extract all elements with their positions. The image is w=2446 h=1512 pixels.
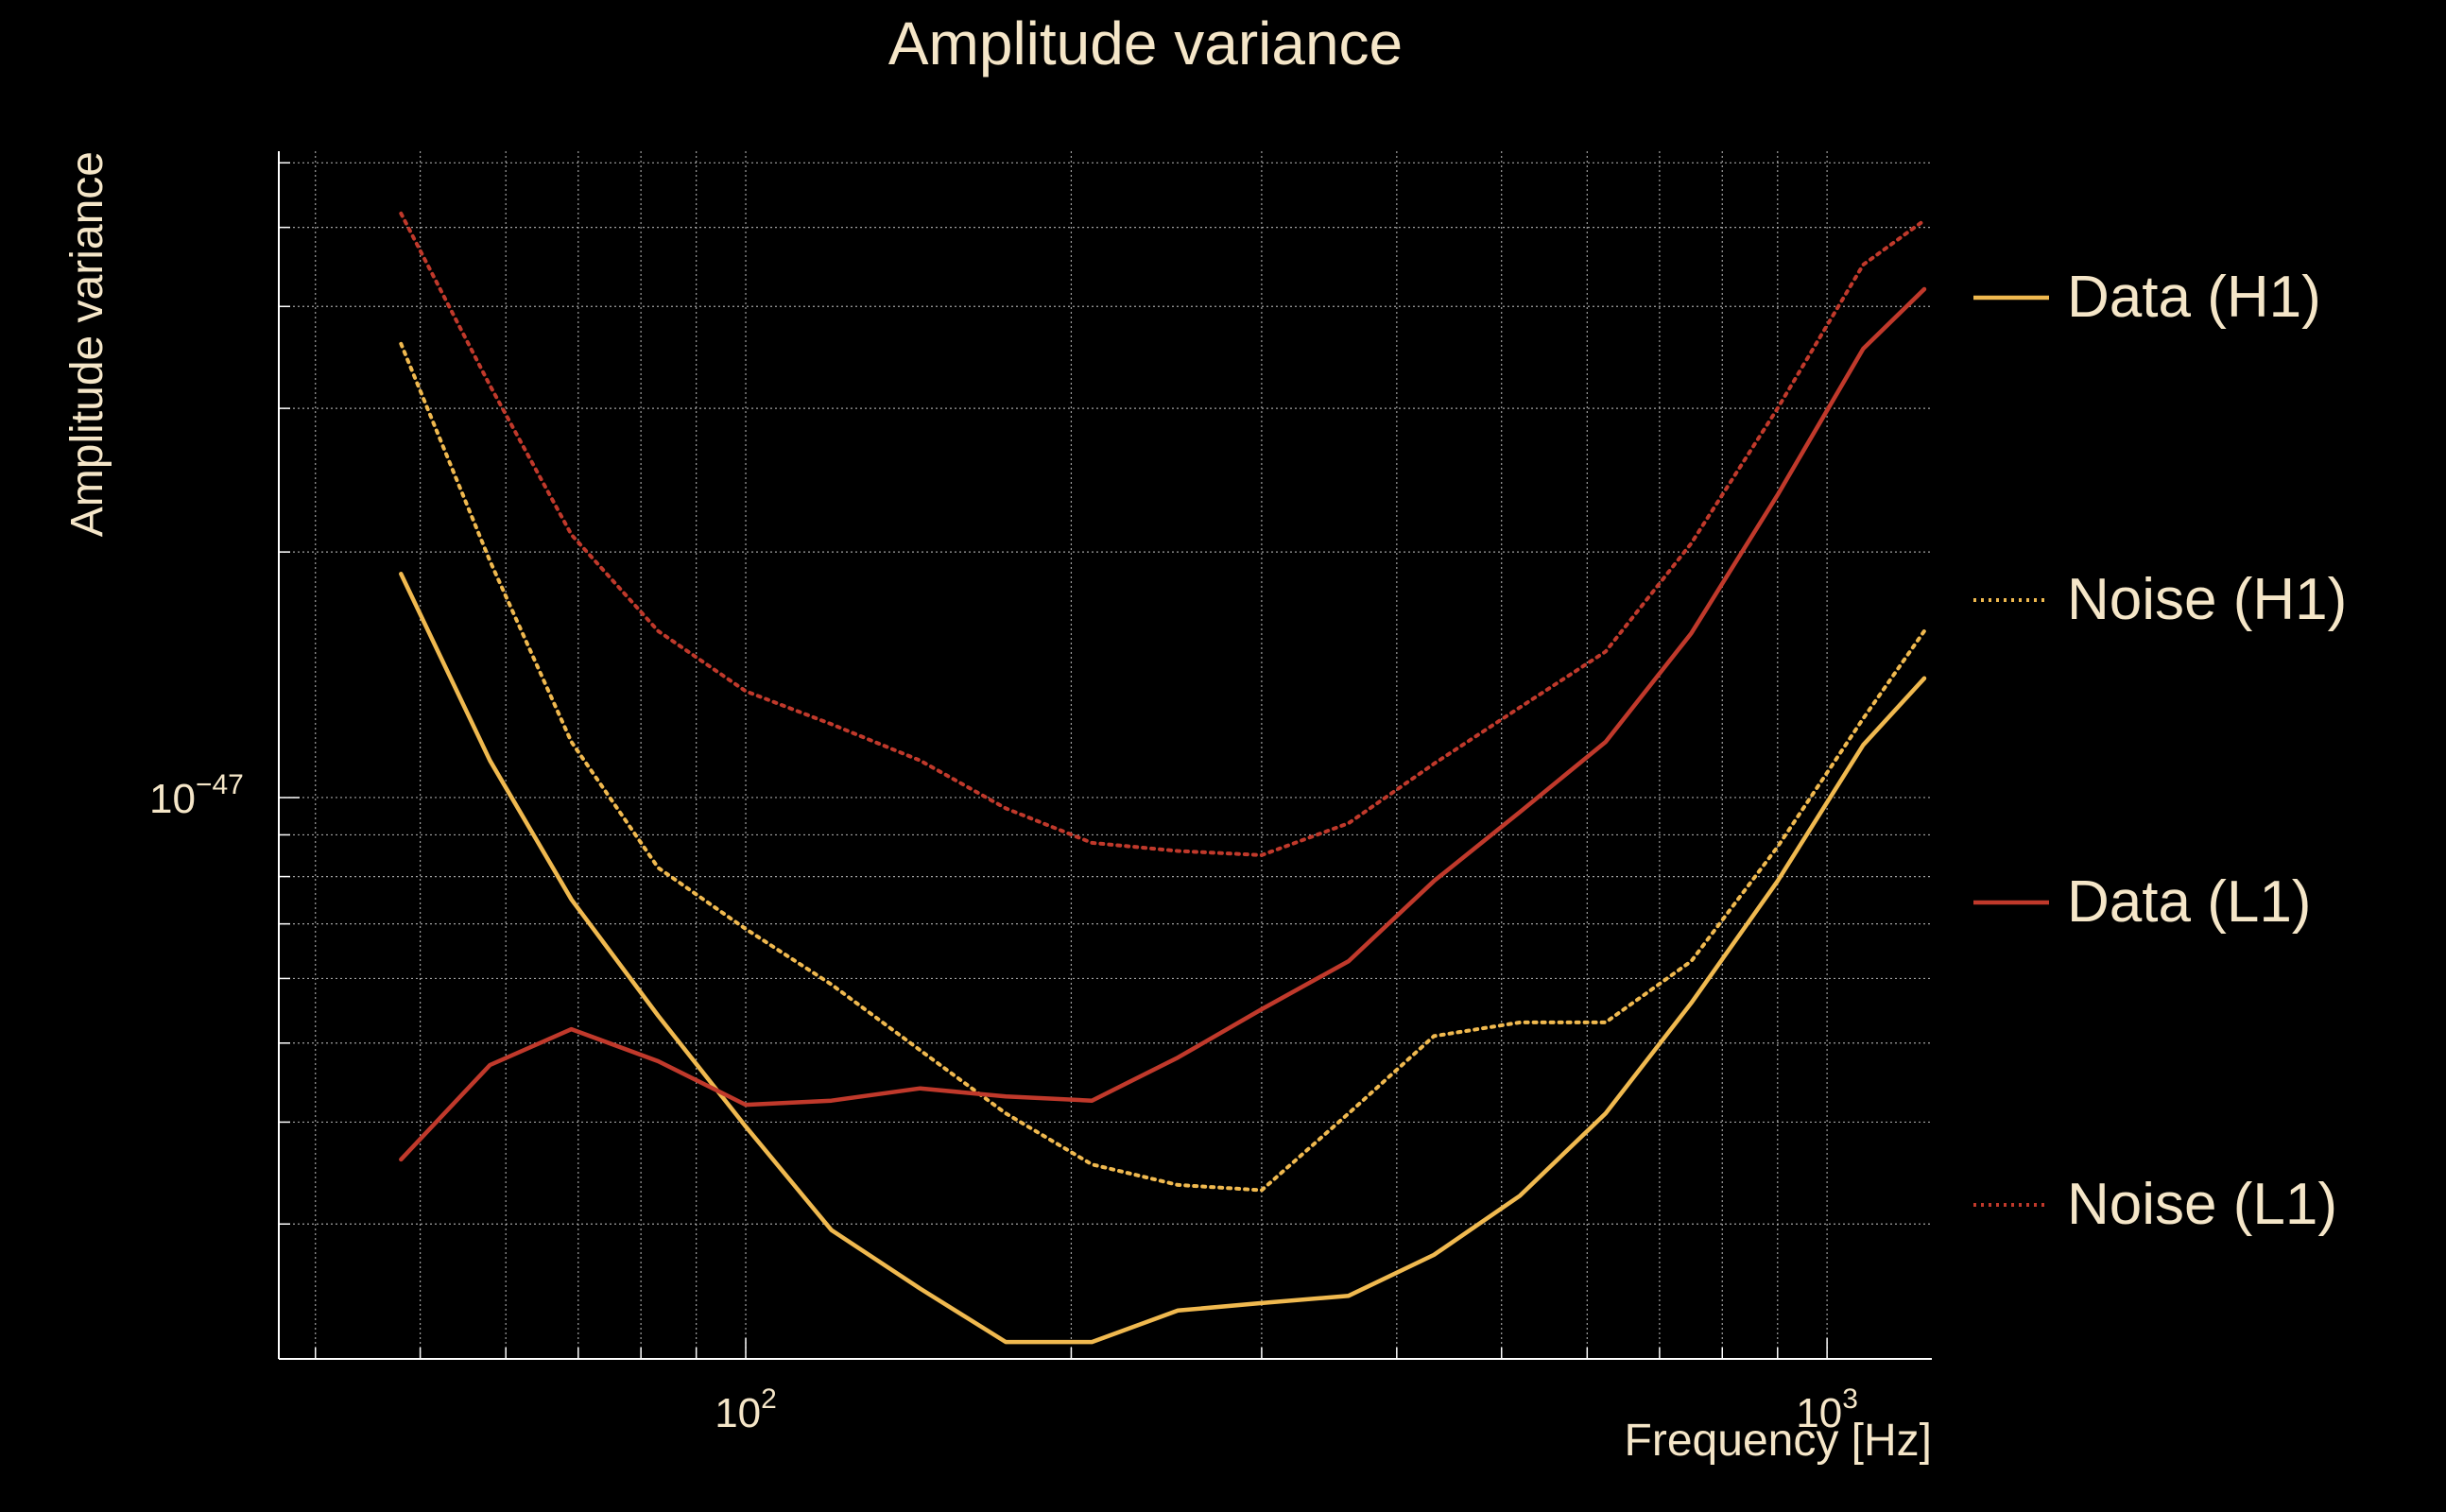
series-line-noise-l1	[399, 211, 1926, 857]
legend-item: Data (L1)	[1973, 869, 2311, 935]
y-tick-label: 10−47	[149, 769, 244, 822]
axes	[278, 151, 1932, 1360]
legend: Data (H1) Noise (H1) Data (L1) Noise (L1)	[1973, 265, 2347, 1237]
legend-item: Data (H1)	[1973, 265, 2321, 330]
legend-label: Data (L1)	[2067, 869, 2311, 935]
y-tick-labels: 10−47	[149, 769, 244, 822]
series-line-data-h1	[399, 572, 1927, 1345]
legend-label: Noise (H1)	[2067, 567, 2347, 632]
legend-item: Noise (H1)	[1973, 567, 2347, 632]
legend-label: Data (H1)	[2067, 265, 2321, 330]
legend-label: Noise (L1)	[2067, 1172, 2337, 1237]
chart-title: Amplitude variance	[888, 9, 1403, 77]
x-tick-labels: 102 103	[715, 1383, 1858, 1436]
x-tick-label: 103	[1796, 1383, 1858, 1436]
y-axis-label: Amplitude variance	[62, 151, 112, 537]
series-layer	[399, 211, 1927, 1345]
series-line-data-l1	[399, 286, 1927, 1162]
series-line-noise-h1	[399, 341, 1926, 1193]
x-axis-label: Frequency [Hz]	[1625, 1416, 1932, 1466]
grid	[279, 151, 1932, 1359]
x-tick-label: 102	[715, 1383, 777, 1436]
legend-item: Noise (L1)	[1973, 1172, 2337, 1237]
